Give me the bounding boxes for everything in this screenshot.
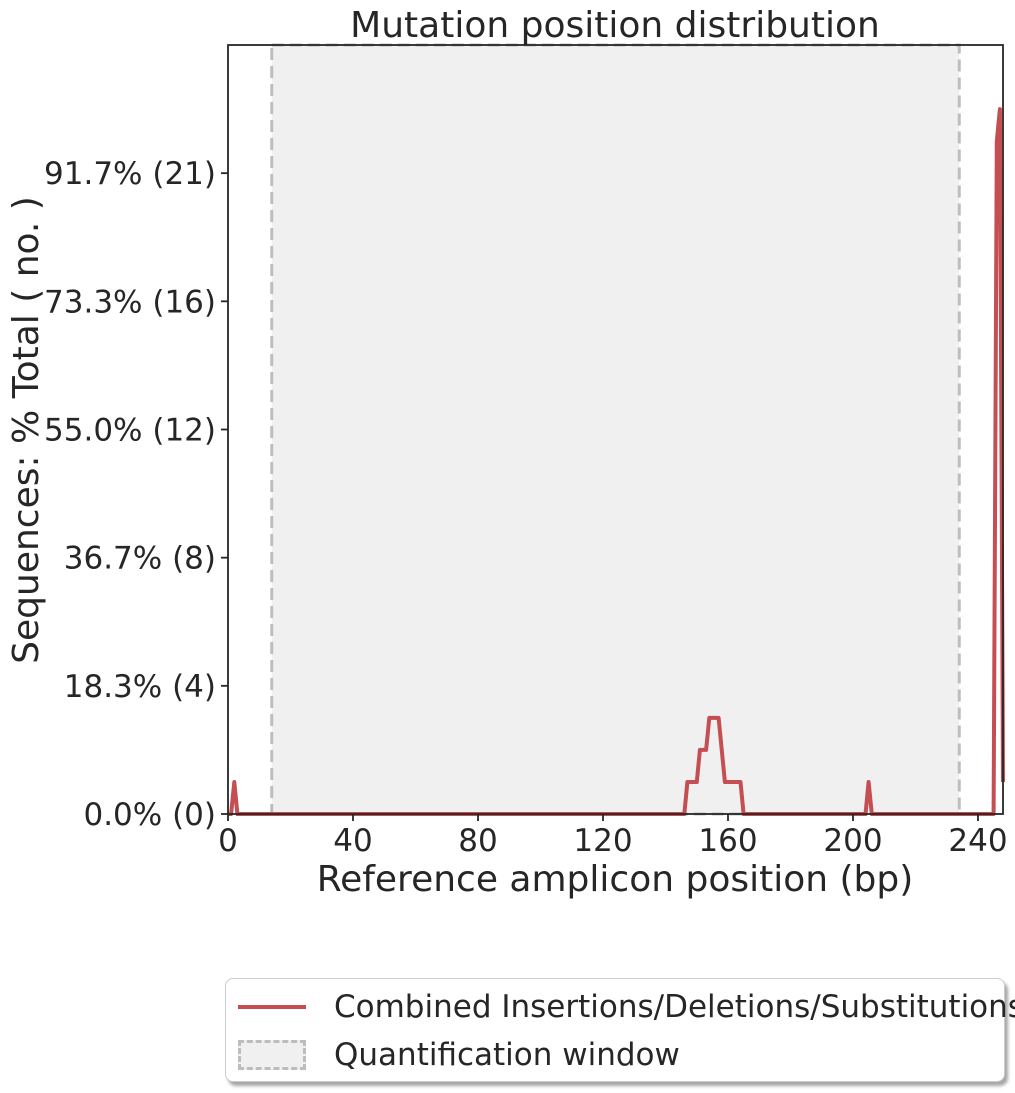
- dashed-box-swatch-icon: [238, 1040, 306, 1070]
- x-tick-label: 160: [698, 823, 757, 859]
- y-tick-label: 73.3% (16): [44, 284, 216, 320]
- x-axis: 0 40 80 120 160 200 240: [218, 814, 1008, 859]
- x-tick-label: 200: [823, 823, 882, 859]
- legend-label: Combined Insertions/Deletions/Substituti…: [334, 989, 1015, 1025]
- legend: Combined Insertions/Deletions/Substituti…: [225, 978, 1015, 1082]
- legend-item-quantification-window: Quantification window: [238, 1035, 680, 1075]
- x-tick-label: 40: [333, 823, 372, 859]
- y-tick-label: 91.7% (21): [44, 156, 216, 192]
- x-tick-label: 80: [458, 823, 497, 859]
- y-tick-label: 36.7% (8): [64, 541, 216, 577]
- y-axis-label: Sequences: % Total ( no. ): [6, 196, 47, 664]
- x-tick-label: 0: [218, 823, 238, 859]
- x-tick-label: 120: [573, 823, 632, 859]
- legend-item-combined: Combined Insertions/Deletions/Substituti…: [238, 987, 1015, 1027]
- x-tick-label: 240: [948, 823, 1007, 859]
- x-axis-label: Reference amplicon position (bp): [317, 859, 914, 900]
- y-tick-label: 18.3% (4): [64, 669, 216, 705]
- y-axis: 0.0% (0) 18.3% (4) 36.7% (8) 55.0% (12) 73.3…: [44, 156, 228, 833]
- quantification-window: [270, 43, 961, 816]
- legend-label: Quantification window: [334, 1037, 680, 1073]
- line-swatch-icon: [238, 992, 306, 1022]
- y-tick-label: 55.0% (12): [44, 413, 216, 449]
- quantification-window-box: [270, 43, 961, 816]
- y-tick-label: 0.0% (0): [83, 797, 216, 833]
- chart-title: Mutation position distribution: [350, 5, 880, 46]
